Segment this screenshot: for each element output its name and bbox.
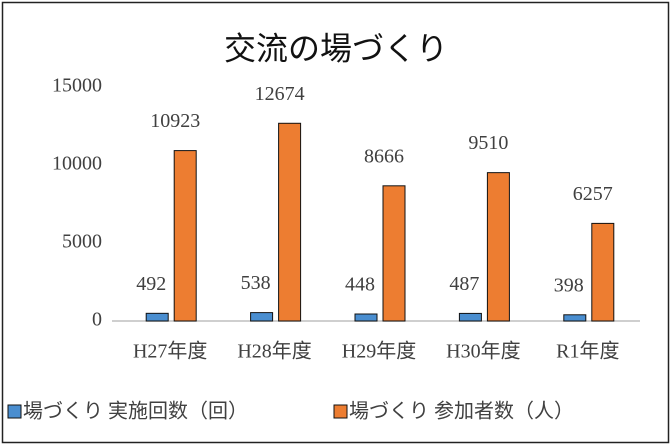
data-label: 492 bbox=[136, 273, 166, 295]
data-label: 448 bbox=[345, 274, 375, 296]
y-tick-label: 10000 bbox=[52, 153, 102, 175]
data-label: 12674 bbox=[255, 83, 305, 105]
x-tick-label: H29年度 bbox=[342, 340, 416, 363]
y-tick-label: 5000 bbox=[62, 231, 102, 253]
data-label: 10923 bbox=[150, 110, 200, 132]
y-tick-label: 0 bbox=[92, 309, 102, 331]
x-tick-label: H28年度 bbox=[237, 340, 311, 363]
data-label: 9510 bbox=[468, 132, 508, 154]
bar bbox=[250, 312, 274, 322]
legend-label: 場づくり 参加者数（人） bbox=[349, 400, 574, 423]
bar bbox=[486, 172, 510, 322]
data-label: 487 bbox=[449, 273, 479, 295]
x-tick-label: H30年度 bbox=[446, 340, 520, 363]
bar bbox=[278, 122, 302, 322]
data-label: 6257 bbox=[573, 183, 613, 205]
bar bbox=[563, 314, 587, 322]
bar bbox=[591, 222, 615, 322]
data-label: 8666 bbox=[364, 145, 404, 167]
data-label: 398 bbox=[554, 274, 584, 296]
bar bbox=[458, 312, 482, 322]
y-tick-label: 15000 bbox=[52, 75, 102, 97]
x-tick-label: R1年度 bbox=[556, 340, 619, 363]
chart-title: 交流の場づくり bbox=[224, 30, 448, 66]
bar bbox=[145, 312, 169, 322]
legend-swatch bbox=[7, 404, 22, 419]
bar bbox=[173, 150, 197, 322]
legend-label: 場づくり 実施回数（回） bbox=[23, 400, 248, 423]
legend-swatch bbox=[333, 404, 348, 419]
x-tick-label: H27年度 bbox=[133, 340, 207, 363]
bar bbox=[354, 313, 378, 322]
bar bbox=[382, 185, 406, 322]
data-label: 538 bbox=[241, 272, 271, 294]
